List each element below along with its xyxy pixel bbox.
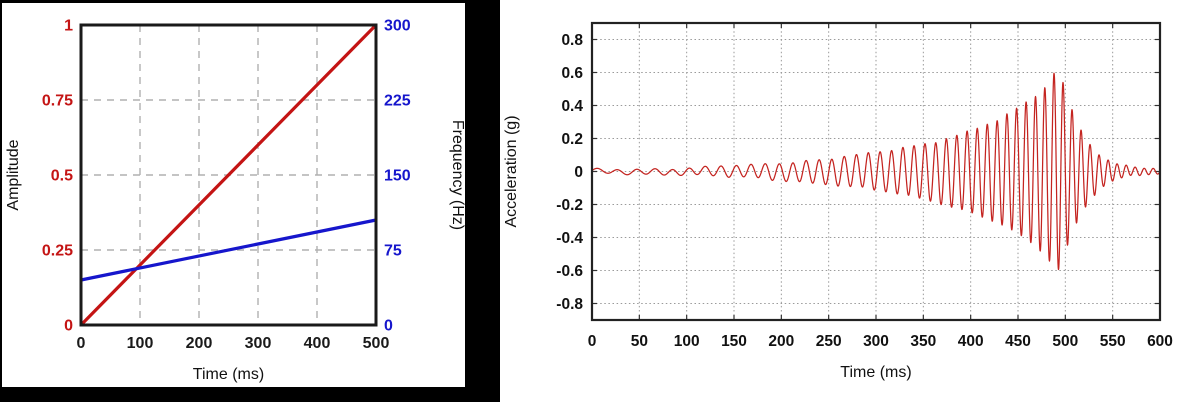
amplitude-line bbox=[79, 23, 378, 327]
frequency-axis-ticks: 0 75 150 225 300 bbox=[384, 18, 411, 335]
time-tick-label: 600 bbox=[1147, 333, 1173, 350]
frequency-tick-label: 225 bbox=[384, 93, 411, 110]
frequency-axis-title: Frequency (Hz) bbox=[449, 120, 465, 230]
acceleration-axis-ticks: 0.8 0.6 0.4 0.2 0 -0.2 -0.4 -0.6 -0.8 bbox=[556, 32, 583, 313]
frequency-tick-label: 300 bbox=[384, 18, 411, 35]
acceleration-tick-label: 0.2 bbox=[561, 131, 583, 148]
time-tick-label: 200 bbox=[186, 335, 213, 352]
frequency-tick-label: 150 bbox=[384, 168, 411, 185]
waveform-chart-frame bbox=[590, 21, 1162, 322]
time-tick-label: 550 bbox=[1100, 333, 1126, 350]
sweep-chart-panel: 0 0.25 0.5 0.75 1 0 75 150 225 300 0 100 200 300 400 50… bbox=[0, 0, 500, 402]
acceleration-axis-title: Acceleration (g) bbox=[503, 115, 520, 227]
amplitude-tick-label: 0.25 bbox=[42, 243, 73, 260]
time-tick-label: 350 bbox=[910, 333, 936, 350]
time-tick-label: 450 bbox=[1005, 333, 1031, 350]
acceleration-tick-label: 0.8 bbox=[561, 32, 583, 49]
sweep-chart-frame bbox=[79, 23, 378, 327]
frequency-tick-label: 0 bbox=[384, 318, 393, 335]
frequency-tick-label: 75 bbox=[384, 243, 402, 260]
sweep-chart-background: 0 0.25 0.5 0.75 1 0 75 150 225 300 0 100 200 300 400 50… bbox=[2, 3, 465, 387]
time-tick-label: 200 bbox=[768, 333, 794, 350]
time-tick-label: 50 bbox=[631, 333, 648, 350]
time-tick-label: 300 bbox=[863, 333, 889, 350]
time-tick-label: 100 bbox=[674, 333, 700, 350]
time-tick-label: 100 bbox=[127, 335, 154, 352]
time-tick-label: 250 bbox=[816, 333, 842, 350]
acceleration-tick-label: 0.4 bbox=[561, 98, 583, 115]
time-tick-label: 0 bbox=[77, 335, 86, 352]
acceleration-tick-label: -0.4 bbox=[556, 230, 583, 247]
acceleration-tick-label: -0.6 bbox=[556, 263, 583, 280]
waveform-chart: 0.8 0.6 0.4 0.2 0 -0.2 -0.4 -0.6 -0.8 0 50 100 150 20… bbox=[503, 21, 1173, 381]
amplitude-tick-label: 0.75 bbox=[42, 93, 73, 110]
waveform-chart-gridlines bbox=[592, 23, 1160, 320]
waveform-chart-panel: 0.8 0.6 0.4 0.2 0 -0.2 -0.4 -0.6 -0.8 0 50 100 150 20… bbox=[500, 0, 1177, 402]
acceleration-tick-label: 0 bbox=[574, 164, 583, 181]
frequency-line bbox=[80, 218, 377, 282]
acceleration-waveform-path bbox=[591, 72, 1161, 271]
acceleration-tick-label: 0.6 bbox=[561, 65, 583, 82]
amplitude-tick-label: 0.5 bbox=[51, 168, 73, 185]
amplitude-tick-label: 0 bbox=[64, 318, 73, 335]
time-tick-label: 400 bbox=[958, 333, 984, 350]
time-tick-label: 150 bbox=[721, 333, 747, 350]
amplitude-tick-label: 1 bbox=[64, 18, 73, 35]
time-tick-label: 300 bbox=[245, 335, 272, 352]
time-tick-label: 500 bbox=[1052, 333, 1078, 350]
time-tick-label: 400 bbox=[304, 335, 331, 352]
time-axis-ticks: 0 100 200 300 400 500 bbox=[77, 335, 390, 352]
amplitude-axis-ticks: 0 0.25 0.5 0.75 1 bbox=[42, 18, 73, 335]
acceleration-tick-label: -0.2 bbox=[556, 197, 583, 214]
amplitude-axis-title: Amplitude bbox=[5, 139, 22, 210]
time-tick-label: 0 bbox=[588, 333, 597, 350]
time-axis-title: Time (ms) bbox=[840, 364, 911, 381]
time-axis-title: Time (ms) bbox=[193, 366, 264, 383]
time-axis-ticks: 0 50 100 150 200 250 300 350 400 450 500 550 600 bbox=[588, 333, 1173, 350]
sweep-chart: 0 0.25 0.5 0.75 1 0 75 150 225 300 0 100 200 300 400 50… bbox=[5, 18, 465, 384]
acceleration-tick-label: -0.8 bbox=[556, 296, 583, 313]
time-tick-label: 500 bbox=[363, 335, 390, 352]
